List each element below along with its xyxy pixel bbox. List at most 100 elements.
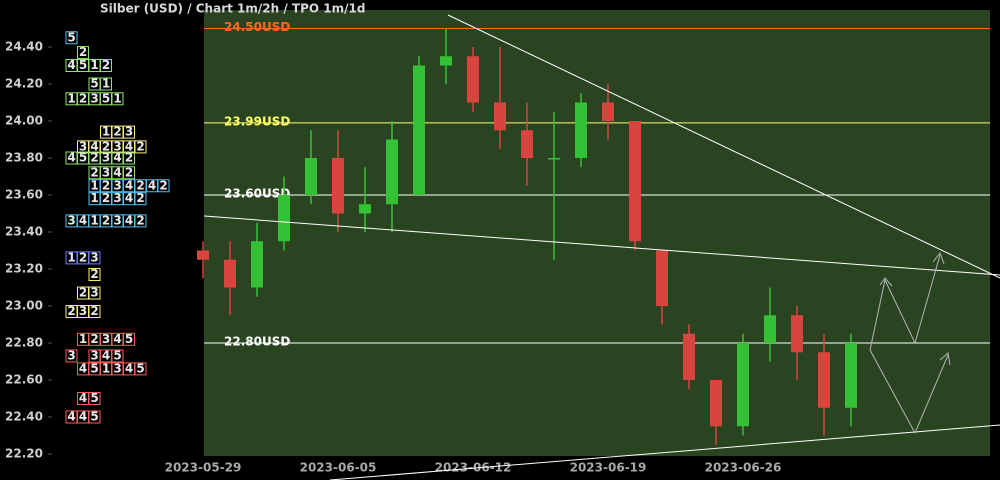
tpo-letter: 4 [125, 361, 133, 375]
tpo-box [111, 349, 124, 363]
candle-body [737, 343, 749, 427]
level-label: 22.80USD [224, 335, 290, 349]
tpo-letter: 4 [125, 139, 133, 153]
candle-body [494, 102, 506, 131]
tpo-letter: 3 [102, 332, 110, 346]
tpo-letter: 1 [102, 77, 110, 91]
tpo-letter: 5 [67, 30, 75, 44]
tpo-letter: 5 [113, 348, 121, 362]
tpo-letter: 2 [102, 178, 110, 192]
tpo-letter: 5 [90, 361, 98, 375]
tpo-letter: 5 [136, 361, 144, 375]
tpo-letter: 2 [79, 250, 87, 264]
tpo-letter: 4 [113, 165, 121, 179]
tpo-letter: 3 [90, 91, 98, 105]
tpo-box [157, 179, 170, 193]
candle-body [629, 121, 641, 242]
tpo-letter: 1 [90, 58, 98, 72]
tpo-box [65, 31, 78, 45]
trendline [329, 424, 1000, 480]
candle-body [710, 380, 722, 427]
y-tick-label: 24.20 [5, 77, 43, 91]
y-tick-label: 23.60 [5, 188, 43, 202]
candle-body [602, 102, 614, 121]
tpo-letter: 4 [67, 151, 75, 165]
tpo-box [134, 192, 147, 206]
tpo-letter: 2 [136, 178, 144, 192]
y-tick-label: 22.80 [5, 336, 43, 350]
tpo-letter: 1 [90, 178, 98, 192]
tpo-letter: 5 [102, 91, 110, 105]
tpo-letter: 3 [125, 125, 133, 139]
tpo-box [65, 349, 78, 363]
x-tick-label: 2023-06-12 [435, 461, 512, 475]
candle-body [332, 158, 344, 214]
tpo-letter: 5 [90, 410, 98, 424]
tpo-letter: 3 [102, 151, 110, 165]
tpo-letter: 2 [90, 332, 98, 346]
candle-body [845, 343, 857, 408]
x-tick-label: 2023-06-05 [300, 461, 377, 475]
candle-body [359, 204, 371, 214]
y-tick-label: 23.20 [5, 262, 43, 276]
trendline [203, 215, 1000, 276]
projection-path [869, 254, 941, 351]
candle-body [278, 195, 290, 242]
tpo-letter: 3 [113, 361, 121, 375]
tpo-box [88, 305, 101, 319]
tpo-letter: 4 [125, 213, 133, 227]
level-label: 24.50USD [224, 20, 290, 34]
tpo-letter: 4 [113, 151, 121, 165]
tpo-letter: 5 [90, 77, 98, 91]
tpo-box [88, 251, 101, 265]
candle-body [305, 158, 317, 195]
tpo-letter: 1 [67, 250, 75, 264]
candle-body [197, 250, 209, 260]
candle-body [818, 352, 830, 408]
tpo-letter: 3 [90, 286, 98, 300]
tpo-box [123, 332, 135, 346]
candle-body [467, 56, 479, 103]
tpo-letter: 3 [90, 250, 98, 264]
tpo-box [134, 362, 147, 376]
tpo-letter: 4 [90, 139, 98, 153]
tpo-letter: 1 [79, 332, 87, 346]
level-label: 23.60USD [224, 187, 290, 201]
tpo-letter: 2 [159, 178, 167, 192]
candle-body [224, 259, 236, 288]
candle-body [440, 56, 452, 66]
tpo-letter: 2 [79, 45, 87, 59]
arrow-head [939, 352, 951, 366]
chart-title: Silber (USD) / Chart 1m/2h / TPO 1m/1d [100, 2, 365, 16]
candle-body [656, 250, 668, 306]
tpo-box [134, 140, 147, 154]
tpo-letter: 2 [136, 139, 144, 153]
candle-body [575, 102, 587, 158]
tpo-letter: 4 [79, 213, 87, 227]
tpo-letter: 4 [67, 58, 75, 72]
tpo-letter: 2 [79, 286, 87, 300]
tpo-letter: 2 [90, 267, 98, 281]
tpo-letter: 4 [113, 332, 121, 346]
tpo-box [88, 268, 101, 282]
tpo-letter: 3 [113, 139, 121, 153]
y-tick-label: 23.40 [5, 225, 43, 239]
tpo-letter: 2 [90, 304, 98, 318]
tpo-letter: 1 [102, 361, 110, 375]
trendline [447, 14, 1000, 279]
tpo-letter: 2 [113, 125, 121, 139]
y-tick-label: 23.00 [5, 299, 43, 313]
tpo-letter: 2 [102, 213, 110, 227]
x-tick-label: 2023-05-29 [165, 461, 242, 475]
level-label: 23.99USD [224, 114, 290, 128]
drawings [203, 14, 1000, 480]
tpo-letter: 2 [90, 165, 98, 179]
tpo-box [123, 151, 135, 165]
tpo-box [88, 410, 101, 424]
y-tick-label: 22.20 [5, 447, 43, 461]
tpo-letter: 2 [79, 91, 87, 105]
plot-area [204, 10, 990, 456]
tpo-letter: 3 [67, 213, 75, 227]
tpo-letter: 4 [125, 178, 133, 192]
tpo-letter: 2 [125, 151, 133, 165]
